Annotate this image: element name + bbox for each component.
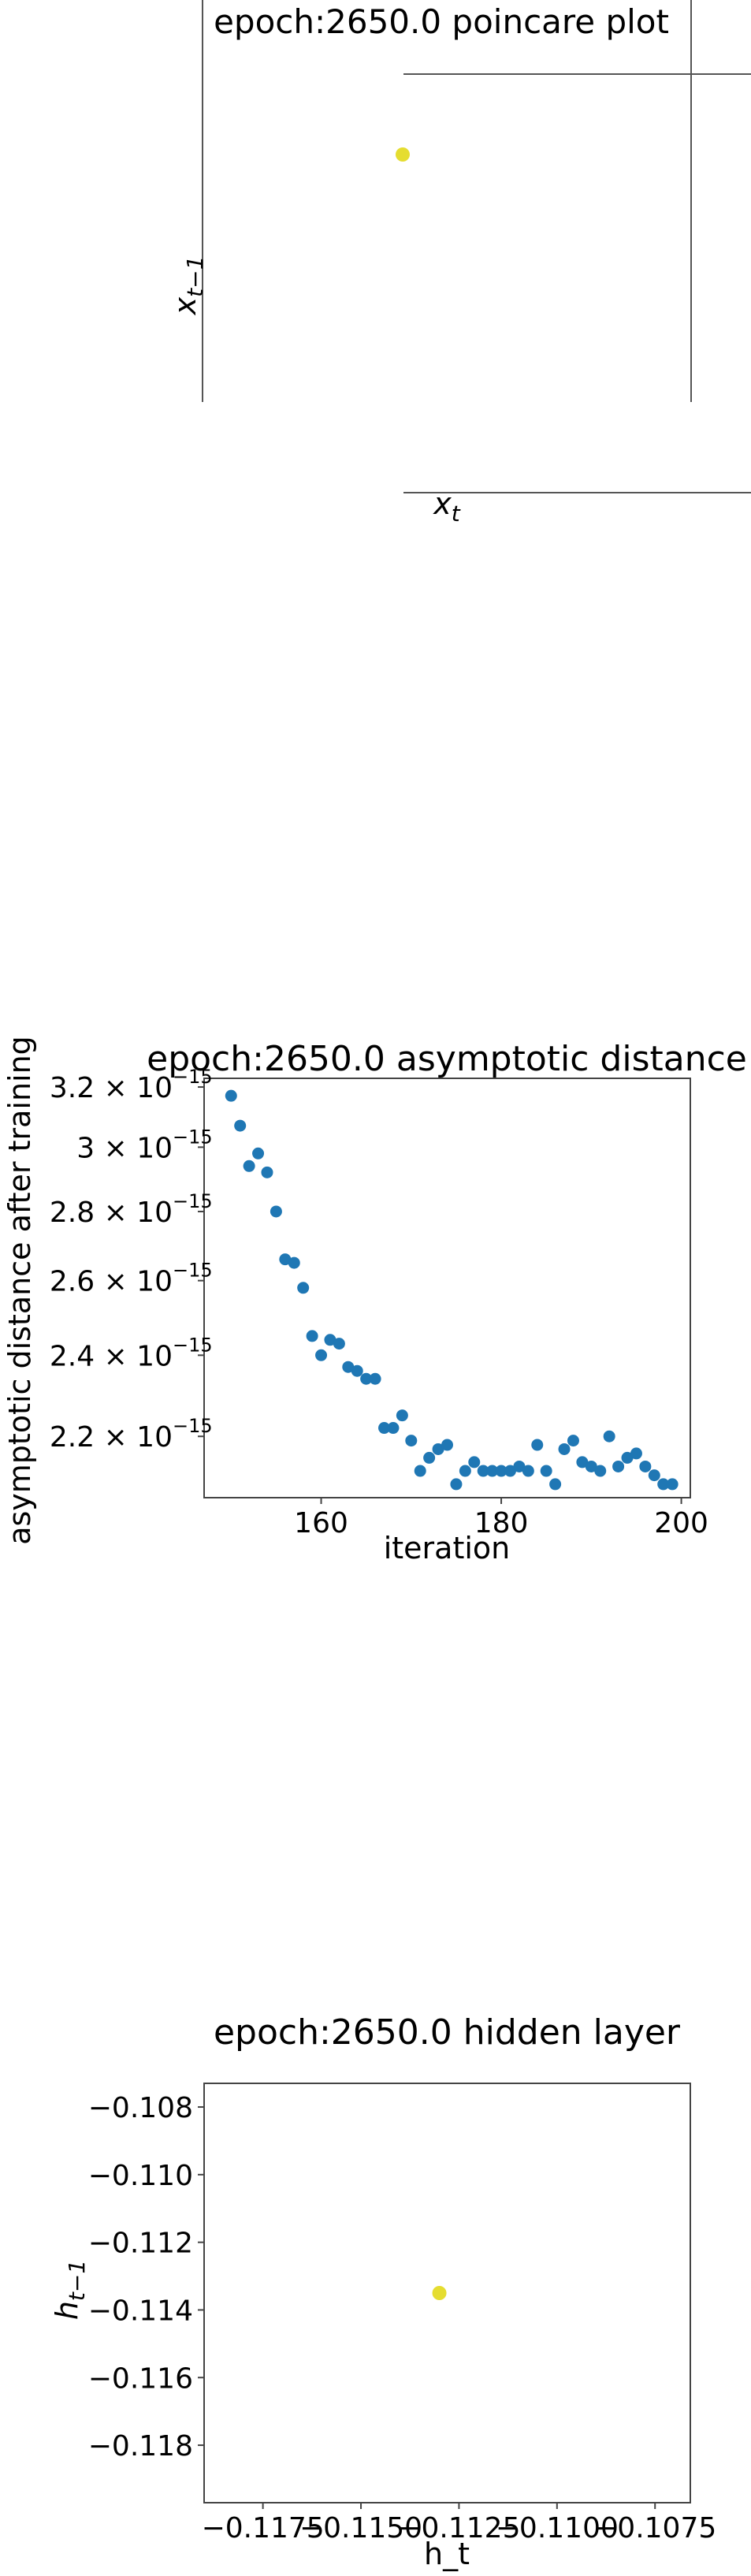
asymptotic-y-tick-exponent: −15	[173, 1260, 213, 1282]
asymptotic-y-tick-label: 2.4 × 10	[50, 1340, 173, 1372]
asymptotic-data-point	[270, 1205, 282, 1218]
asymptotic-data-points	[225, 1089, 679, 1491]
asymptotic-data-point	[234, 1119, 247, 1132]
asymptotic-x-ticks: 160 180 200	[294, 1498, 708, 1539]
asymptotic-y-tick-exponent: −15	[173, 1066, 213, 1088]
asymptotic-data-point	[594, 1465, 607, 1477]
hidden-layer-x-tick-label: −0.1125	[397, 2512, 520, 2544]
poincare-plot-title: epoch:2650.0 poincare plot	[214, 2, 669, 41]
hidden-layer-y-ticks: −0.108 −0.110 −0.112 −0.114 −0.116 −0.118	[88, 2092, 204, 2462]
asymptotic-data-point	[405, 1435, 418, 1447]
asymptotic-data-point	[450, 1478, 463, 1491]
asymptotic-data-point	[513, 1460, 526, 1472]
asymptotic-data-point	[414, 1465, 426, 1477]
asymptotic-data-point	[306, 1330, 318, 1342]
poincare-xlabel: xt	[433, 486, 461, 527]
hidden-layer-x-tick-label: −0.1175	[202, 2512, 325, 2544]
asymptotic-data-point	[324, 1334, 336, 1346]
asymptotic-data-point	[423, 1451, 436, 1464]
asymptotic-data-point	[603, 1430, 615, 1442]
hidden-layer-y-tick-label: −0.108	[88, 2092, 193, 2124]
asymptotic-y-tick-label: 2.2 × 10	[50, 1421, 173, 1454]
asymptotic-data-point	[252, 1147, 265, 1160]
asymptotic-y-tick-exponent: −15	[173, 1334, 213, 1356]
hidden-layer-data-points	[432, 2286, 447, 2300]
asymptotic-data-point	[351, 1364, 363, 1377]
asymptotic-data-point	[360, 1372, 373, 1385]
asymptotic-x-tick-label: 180	[474, 1507, 529, 1539]
asymptotic-x-tick-label: 160	[294, 1507, 348, 1539]
asymptotic-ylabel: asymptotic distance after training	[2, 1036, 37, 1545]
hidden-layer-title: epoch:2650.0 hidden layer	[214, 2012, 681, 2053]
asymptotic-chart-title: epoch:2650.0 asymptotic distance	[147, 1039, 747, 1079]
asymptotic-data-point	[621, 1451, 634, 1464]
asymptotic-data-point	[576, 1456, 589, 1469]
asymptotic-plot-frame	[203, 1078, 691, 1498]
asymptotic-data-point	[297, 1282, 310, 1294]
asymptotic-data-point	[432, 1442, 444, 1455]
asymptotic-data-point	[531, 1439, 544, 1451]
asymptotic-data-point	[657, 1478, 670, 1491]
asymptotic-y-tick-label: 2.6 × 10	[50, 1266, 173, 1298]
asymptotic-data-point	[225, 1089, 237, 1102]
asymptotic-y-tick-exponent: −15	[173, 1415, 213, 1437]
asymptotic-data-point	[396, 1409, 408, 1422]
hidden-layer-chart: epoch:2650.0 hidden layer −0.108−0.110−0…	[50, 2012, 716, 2571]
asymptotic-data-point	[477, 1465, 489, 1477]
poincare-data-point	[396, 147, 410, 162]
hidden-layer-x-tick-label: −0.1100	[496, 2512, 619, 2544]
asymptotic-data-point	[468, 1456, 481, 1469]
asymptotic-data-point	[378, 1422, 391, 1435]
asymptotic-data-point	[441, 1439, 453, 1451]
asymptotic-data-point	[639, 1460, 652, 1472]
asymptotic-data-point	[279, 1253, 292, 1266]
asymptotic-distance-chart: epoch:2650.0 asymptotic distance 3.2 × 1…	[2, 1036, 747, 1565]
asymptotic-data-point	[666, 1478, 679, 1491]
asymptotic-data-point	[495, 1465, 507, 1477]
asymptotic-data-point	[315, 1349, 328, 1361]
asymptotic-y-tick-label: 2.8 × 10	[50, 1197, 173, 1229]
asymptotic-data-point	[630, 1447, 642, 1460]
hidden-layer-y-tick-label: −0.110	[88, 2160, 193, 2192]
asymptotic-data-point	[261, 1166, 273, 1178]
asymptotic-xlabel: iteration	[384, 1531, 511, 1565]
asymptotic-data-point	[549, 1478, 562, 1491]
asymptotic-data-point	[612, 1460, 625, 1472]
asymptotic-data-point	[504, 1465, 516, 1477]
asymptotic-x-tick-label: 200	[654, 1507, 708, 1539]
asymptotic-data-point	[288, 1256, 300, 1269]
asymptotic-data-point	[648, 1469, 660, 1482]
asymptotic-data-point	[567, 1435, 579, 1447]
asymptotic-y-ticks: 3.2 × 10 −153 × 10 −152.8 × 10 −152.6 × 10−…	[50, 1066, 213, 1454]
hidden-layer-data-point	[432, 2286, 447, 2300]
asymptotic-data-point	[342, 1361, 355, 1373]
hidden-layer-plot-frame	[203, 2083, 691, 2503]
asymptotic-data-point	[540, 1465, 552, 1477]
poincare-ylabel: xt−1	[168, 256, 208, 316]
asymptotic-data-point	[558, 1442, 571, 1455]
asymptotic-y-tick-exponent: −15	[173, 1126, 213, 1148]
hidden-layer-x-tick-label: −0.1075	[593, 2512, 716, 2544]
asymptotic-data-point	[585, 1460, 597, 1472]
asymptotic-data-point	[387, 1422, 400, 1435]
asymptotic-data-point	[333, 1338, 345, 1350]
hidden-layer-y-tick-label: −0.114	[88, 2295, 193, 2327]
poincare-plot: epoch:2650.0 poincare plot xt−1 xt	[168, 0, 751, 527]
hidden-layer-ylabel: ht−1	[50, 2260, 90, 2320]
hidden-layer-xlabel: h_t	[424, 2537, 470, 2571]
hidden-layer-x-tick-label: −0.1150	[299, 2512, 422, 2544]
asymptotic-y-tick-exponent: −15	[173, 1190, 213, 1212]
asymptotic-data-point	[459, 1465, 471, 1477]
asymptotic-y-tick-label: 3 × 10	[76, 1132, 173, 1164]
asymptotic-y-tick-label: 3.2 × 10	[50, 1072, 173, 1104]
hidden-layer-y-tick-label: −0.112	[88, 2228, 193, 2260]
asymptotic-data-point	[243, 1160, 255, 1172]
asymptotic-data-point	[522, 1465, 534, 1477]
hidden-layer-y-tick-label: −0.116	[88, 2362, 193, 2395]
asymptotic-data-point	[369, 1372, 381, 1385]
asymptotic-data-point	[486, 1465, 499, 1477]
hidden-layer-x-ticks: −0.1175−0.1150−0.1125−0.1100−0.1075	[202, 2503, 716, 2544]
hidden-layer-y-tick-label: −0.118	[88, 2430, 193, 2462]
